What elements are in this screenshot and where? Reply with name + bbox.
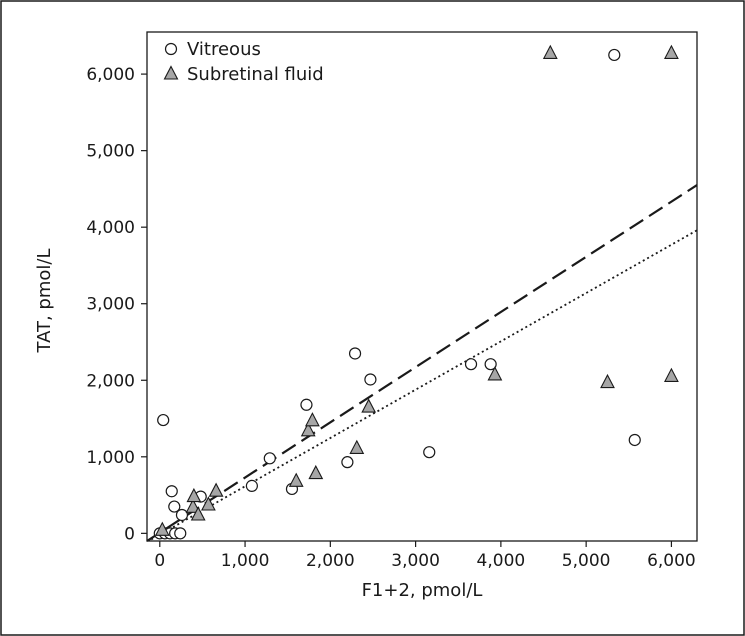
data-points [153, 44, 679, 540]
subretinal-fluid-point [186, 487, 202, 503]
y-tick-label: 2,000 [86, 371, 135, 391]
subretinal-fluid-point [190, 506, 206, 521]
vitreous-point [157, 413, 170, 427]
subretinal-fluid-point [308, 464, 324, 480]
subretinal-fluid-point [200, 496, 216, 511]
subretinal-fluid-point [487, 366, 503, 381]
y-axis: 0 1,000 2,000 3,000 4,000 5,000 6,000 [86, 65, 147, 544]
vitreous-point [608, 48, 621, 62]
x-axis: 0 1,000 2,000 3,000 4,000 5,000 6,000 [154, 541, 696, 571]
y-tick-label: 5,000 [86, 142, 135, 162]
vitreous-point [165, 485, 178, 498]
subretinal-fluid-point [361, 398, 377, 413]
vitreous-point [348, 347, 362, 360]
x-tick-label: 1,000 [221, 551, 270, 571]
legend-marker-subretinal-triangle [163, 65, 179, 80]
legend-marker-vitreous-circle [164, 42, 178, 56]
subretinal-fluid-point [185, 498, 201, 513]
x-tick-label: 0 [154, 551, 165, 571]
x-tick-label: 4,000 [477, 551, 526, 571]
subretinal-fluid-point [208, 482, 224, 497]
y-tick-label: 0 [124, 524, 135, 544]
vitreous-point [484, 358, 497, 371]
vitreous-point [423, 446, 436, 459]
subretinal-fluid-point [304, 412, 320, 427]
vitreous-point [168, 500, 181, 513]
vitreous-point [628, 433, 641, 447]
y-tick-label: 1,000 [86, 448, 135, 468]
subretinal-fluid-point [542, 44, 558, 59]
vitreous-point [245, 479, 258, 492]
subretinal-fluid-point [600, 373, 615, 389]
vitreous-point [341, 456, 354, 469]
x-tick-label: 5,000 [562, 551, 611, 571]
vitreous-point [263, 452, 276, 465]
subretinal-fluid-point [288, 472, 304, 487]
dashed-fit-line [146, 184, 698, 542]
subretinal-fluid-point [663, 44, 679, 59]
subretinal-fluid-point [663, 367, 679, 382]
vitreous-point [300, 398, 313, 411]
legend-label-subretinal-fluid: Subretinal fluid [187, 64, 324, 85]
regression-lines [146, 184, 698, 542]
legend-label-vitreous: Vitreous [187, 39, 261, 60]
subretinal-fluid-point [154, 521, 170, 536]
vitreous-point [364, 373, 377, 386]
y-tick-label: 4,000 [86, 218, 135, 238]
vitreous-point [174, 527, 187, 540]
x-tick-label: 2,000 [306, 551, 355, 571]
vitreous-point [175, 508, 189, 522]
y-tick-label: 6,000 [86, 65, 135, 85]
y-tick-label: 3,000 [86, 295, 135, 315]
vitreous-point [464, 358, 478, 371]
plot-area-frame [146, 31, 698, 542]
x-tick-label: 3,000 [391, 551, 440, 571]
x-axis-title: F1+2, pmol/L [362, 580, 483, 601]
x-tick-label: 6,000 [647, 551, 696, 571]
subretinal-fluid-point [300, 422, 316, 437]
legend: Vitreous Subretinal fluid [163, 39, 324, 85]
subretinal-fluid-point [349, 439, 365, 454]
y-axis-title: TAT, pmol/L [34, 248, 55, 353]
